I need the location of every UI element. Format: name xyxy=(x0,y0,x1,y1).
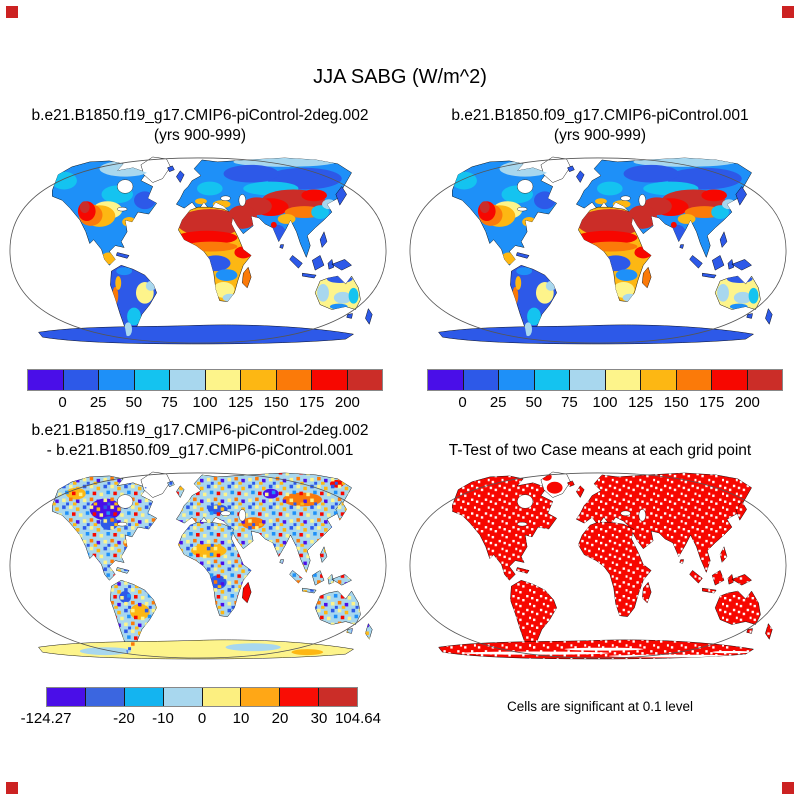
colorbar-cell xyxy=(98,370,134,390)
map-bottom-right xyxy=(407,464,789,665)
colorbar-tick-label: 50 xyxy=(525,394,543,411)
colorbar-tick-label: 0 xyxy=(197,710,207,727)
colorbar-cell xyxy=(28,370,63,390)
colorbar-ticks-bottom-left: -124.27 -20 -10 0 10 20 30 104.64 xyxy=(21,710,381,728)
colorbar-tick-label: 200 xyxy=(334,394,360,411)
colorbar-ticks-top-left: 0 25 50 75 100 125 150 175 200 xyxy=(27,394,383,412)
colorbar-cell xyxy=(123,688,163,706)
colorbar-cell xyxy=(279,688,319,706)
colorbar-tick-label: 125 xyxy=(228,394,254,411)
colorbar-tick-label: 104.64 xyxy=(335,710,381,727)
corner-marker-bottom-right xyxy=(782,782,794,794)
colorbar-cell xyxy=(84,688,124,706)
colorbar-tick-label: 150 xyxy=(263,394,289,411)
map-bottom-left xyxy=(7,464,389,665)
colorbar-tick-label: 100 xyxy=(592,394,618,411)
map-top-right xyxy=(407,149,789,350)
colorbar-cell xyxy=(498,370,534,390)
significance-caption: Cells are significant at 0.1 level xyxy=(506,699,694,714)
panel-title-line: b.e21.B1850.f09_g17.CMIP6-piControl.001 xyxy=(451,107,749,124)
colorbar-tick-label: 25 xyxy=(489,394,507,411)
colorbar-tick-label: 175 xyxy=(699,394,725,411)
colorbar-cell xyxy=(640,370,676,390)
colorbar-cell xyxy=(169,370,205,390)
colorbar-tick-label: 0 xyxy=(458,394,467,411)
panel-title-bottom-left: b.e21.B1850.f19_g17.CMIP6-piControl-2deg… xyxy=(0,421,400,461)
colorbar-tick-label: 150 xyxy=(663,394,689,411)
colorbar-cell xyxy=(240,688,280,706)
colorbar-tick-label: -124.27 xyxy=(20,710,72,727)
corner-marker-top-left xyxy=(6,6,18,18)
colorbar-tick-label: 125 xyxy=(628,394,654,411)
colorbar-tick-label: 10 xyxy=(232,710,250,727)
colorbar-tick-label: 100 xyxy=(192,394,218,411)
colorbar-top-right xyxy=(427,369,783,391)
panel-title-line: (yrs 900-999) xyxy=(153,127,247,144)
colorbar-tick-label: 30 xyxy=(310,710,328,727)
colorbar-cell xyxy=(162,688,202,706)
colorbar-cell xyxy=(711,370,747,390)
colorbar-tick-label: -10 xyxy=(152,710,174,727)
colorbar-tick-label: 0 xyxy=(58,394,67,411)
colorbar-cell xyxy=(311,370,347,390)
colorbar-cell xyxy=(569,370,605,390)
panel-title-bottom-right: T-Test of two Case means at each grid po… xyxy=(400,441,800,461)
colorbar-cell xyxy=(275,370,311,390)
figure-title: JJA SABG (W/m^2) xyxy=(313,66,487,88)
colorbar-bottom-left xyxy=(46,687,358,707)
colorbar-cell xyxy=(318,688,357,706)
panel-title-line: (yrs 900-999) xyxy=(553,127,647,144)
colorbar-tick-label: 200 xyxy=(734,394,760,411)
colorbar-cell xyxy=(675,370,711,390)
colorbar-cell xyxy=(746,370,782,390)
colorbar-cell xyxy=(604,370,640,390)
panel-title-line: b.e21.B1850.f19_g17.CMIP6-piControl-2deg… xyxy=(31,422,369,439)
colorbar-tick-label: 175 xyxy=(299,394,325,411)
colorbar-cell xyxy=(201,688,241,706)
colorbar-tick-label: 25 xyxy=(89,394,107,411)
colorbar-cell xyxy=(428,370,463,390)
colorbar-cell xyxy=(133,370,169,390)
colorbar-cell xyxy=(62,370,98,390)
colorbar-tick-label: 20 xyxy=(271,710,289,727)
colorbar-cell xyxy=(204,370,240,390)
colorbar-cell xyxy=(47,688,85,706)
panel-title-top-left: b.e21.B1850.f19_g17.CMIP6-piControl-2deg… xyxy=(0,106,400,146)
corner-marker-bottom-left xyxy=(6,782,18,794)
colorbar-top-left xyxy=(27,369,383,391)
colorbar-tick-label: 75 xyxy=(161,394,178,411)
colorbar-cell xyxy=(346,370,382,390)
panel-title-top-right: b.e21.B1850.f09_g17.CMIP6-piControl.001 … xyxy=(400,106,800,146)
panel-title-line: T-Test of two Case means at each grid po… xyxy=(448,442,752,459)
colorbar-ticks-top-right: 0 25 50 75 100 125 150 175 200 xyxy=(427,394,783,412)
panel-title-line: b.e21.B1850.f19_g17.CMIP6-piControl-2deg… xyxy=(31,107,369,124)
colorbar-tick-label: 75 xyxy=(561,394,578,411)
colorbar-tick-label: 50 xyxy=(125,394,143,411)
colorbar-cell xyxy=(462,370,498,390)
colorbar-tick-label: -20 xyxy=(113,710,135,727)
colorbar-cell xyxy=(240,370,276,390)
colorbar-cell xyxy=(533,370,569,390)
map-top-left xyxy=(7,149,389,350)
panel-title-line: - b.e21.B1850.f09_g17.CMIP6-piControl.00… xyxy=(46,442,354,459)
corner-marker-top-right xyxy=(782,6,794,18)
